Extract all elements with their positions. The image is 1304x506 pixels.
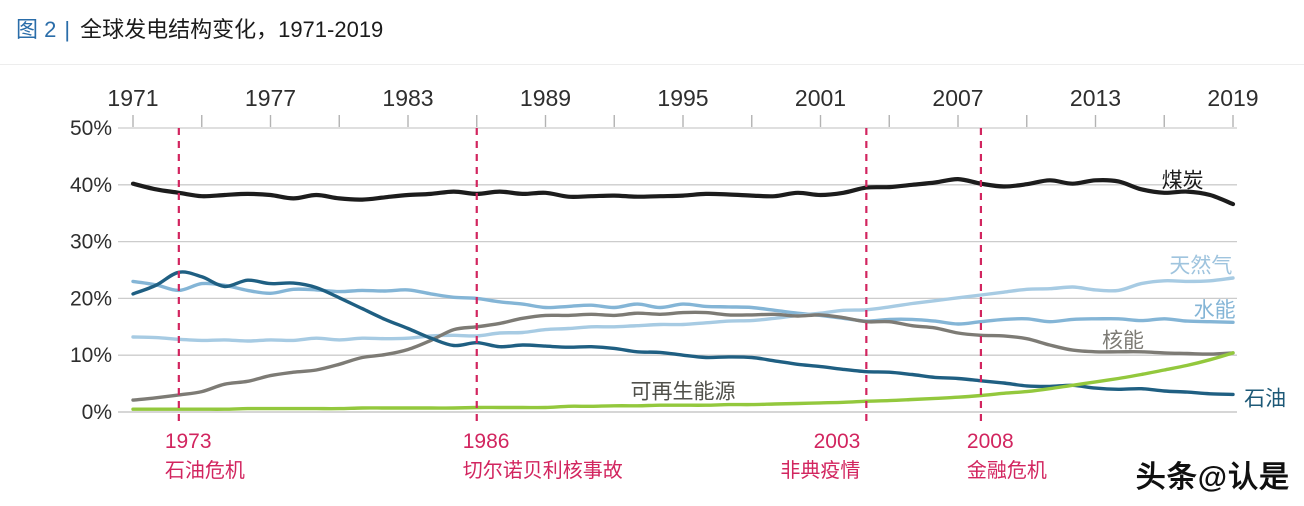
series-label-oil: 石油 — [1244, 387, 1286, 410]
x-tick-label: 1989 — [520, 85, 571, 111]
event-desc-label: 非典疫情 — [780, 459, 860, 482]
series-line-renewables — [131, 351, 1235, 411]
series-label-renewables: 可再生能源 — [631, 381, 736, 404]
y-tick-label: 30% — [70, 231, 112, 254]
figure-title: 全球发电结构变化，1971-2019 — [80, 17, 384, 42]
series-label-coal: 煤炭 — [1162, 169, 1204, 192]
event-year-label: 2008 — [967, 430, 1014, 453]
figure-tag: 图 2 — [16, 17, 57, 42]
x-tick-label: 1977 — [245, 85, 296, 111]
x-tick-label: 2007 — [932, 85, 983, 111]
y-tick-label: 20% — [70, 287, 112, 310]
series-label-nuclear: 核能 — [1102, 329, 1144, 352]
event-year-label: 1973 — [165, 430, 212, 453]
event-year-label: 2003 — [814, 430, 861, 453]
x-tick-label: 2019 — [1207, 85, 1258, 111]
x-tick-label: 1983 — [382, 85, 433, 111]
event-desc-label: 金融危机 — [967, 459, 1047, 482]
y-tick-label: 50% — [70, 117, 112, 140]
series-line-coal — [130, 176, 1236, 207]
watermark: 头条@认是 — [1135, 461, 1290, 494]
x-tick-label: 2013 — [1070, 85, 1121, 111]
event-desc-label: 切尔诺贝利核事故 — [463, 459, 623, 482]
series-label-gas: 天然气 — [1169, 254, 1232, 277]
x-tick-label: 1995 — [657, 85, 708, 111]
y-tick-label: 10% — [70, 344, 112, 367]
x-tick-label: 1971 — [107, 85, 158, 111]
series-line-gas — [131, 276, 1235, 343]
figure-header: 图 2 | 全球发电结构变化，1971-2019 — [16, 12, 383, 44]
x-tick-label: 2001 — [795, 85, 846, 111]
series-line-nuclear — [131, 310, 1235, 402]
event-desc-label: 石油危机 — [165, 459, 245, 482]
y-tick-label: 0% — [82, 401, 112, 424]
chart: 0% 10% 20% 30% 40% 50% 1971 1977 1983 1989 1995 200… — [0, 70, 1304, 506]
series-line-oil — [131, 270, 1235, 397]
series-label-hydro: 水能 — [1194, 299, 1236, 322]
figure-separator: | — [64, 17, 71, 42]
series-line-hydro — [131, 279, 1235, 326]
event-year-label: 1986 — [463, 430, 510, 453]
header-divider — [0, 64, 1304, 65]
generation-mix-chart-svg: 0% 10% 20% 30% 40% 50% 1971 1977 1983 1989 1995 200… — [70, 85, 1286, 482]
y-tick-label: 40% — [70, 174, 112, 197]
